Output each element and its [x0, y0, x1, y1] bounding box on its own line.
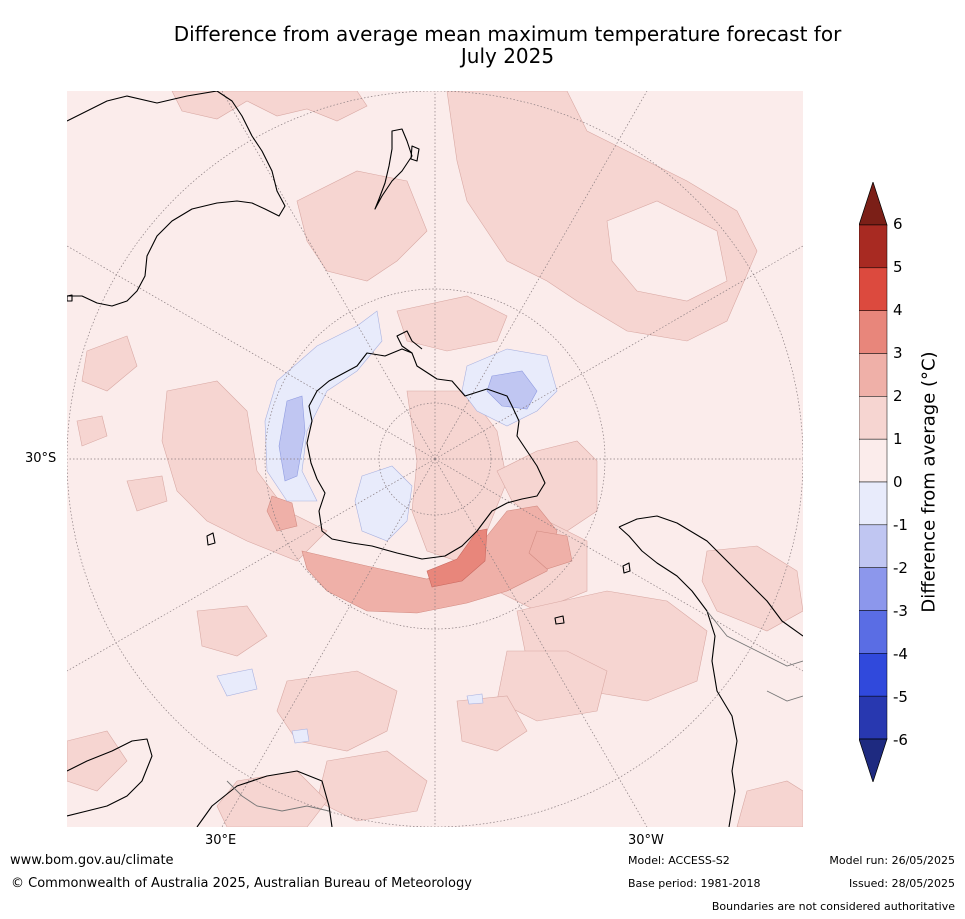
longitude-label-30w: 30°W — [628, 833, 664, 848]
footer-copyright: © Commonwealth of Australia 2025, Austra… — [11, 876, 472, 891]
colorbar-title: Difference from average (°C) — [918, 351, 940, 613]
longitude-graticule — [67, 91, 803, 827]
footer-model-run: Model run: 26/05/2025 — [829, 854, 955, 867]
colorbar-tick-2: 2 — [893, 387, 903, 405]
colorbar-bin — [859, 481, 888, 526]
anomaly-2-to-3-regions — [266, 495, 573, 614]
chart-title-line1: Difference from average mean maximum tem… — [173, 22, 842, 46]
colorbar-extend-low — [859, 738, 888, 782]
footer-model: Model: ACCESS-S2 — [628, 854, 730, 867]
colorbar-bin — [859, 438, 888, 483]
colorbar-tick-6: 6 — [893, 215, 903, 233]
new-zealand-coastline — [374, 128, 413, 210]
footer-issued: Issued: 28/05/2025 — [848, 877, 955, 890]
antarctica-coastline — [306, 348, 546, 560]
colorbar-bin — [859, 524, 888, 568]
colorbar-tick-minus2: -2 — [893, 559, 908, 577]
colorbar-tick-minus1: -1 — [893, 516, 908, 534]
south-america-coastline — [618, 515, 803, 827]
coastlines — [67, 91, 803, 827]
colorbar-bins — [859, 224, 888, 740]
colorbar-bin — [859, 695, 888, 740]
colorbar-tick-3: 3 — [893, 344, 903, 362]
anomaly-3-to-4-regions — [426, 528, 488, 588]
footer-base-period: Base period: 1981-2018 — [628, 877, 761, 890]
colorbar-tick-0: 0 — [893, 473, 903, 491]
colorbar-bin — [859, 567, 888, 611]
africa-coastline — [67, 738, 333, 827]
colorbar-extend-high — [859, 182, 888, 226]
colorbar-tick-4: 4 — [893, 301, 903, 319]
colorbar — [859, 182, 888, 782]
colorbar-tick-minus6: -6 — [893, 731, 908, 749]
colorbar-tick-minus5: -5 — [893, 688, 908, 706]
colorbar-tick-1: 1 — [893, 430, 903, 448]
colorbar-bin — [859, 310, 888, 354]
latitude-label-30s: 30°S — [25, 451, 57, 466]
colorbar-bin — [859, 267, 888, 311]
colorbar-bin — [859, 396, 888, 440]
polar-anomaly-map — [67, 91, 803, 827]
map-canvas — [67, 91, 803, 827]
longitude-label-30e: 30°E — [205, 833, 237, 848]
colorbar-tick-minus3: -3 — [893, 602, 908, 620]
chart-title-line2: July 2025 — [460, 44, 555, 68]
colorbar-bin — [859, 353, 888, 397]
country-borders — [226, 610, 803, 812]
colorbar-tick-minus4: -4 — [893, 645, 908, 663]
footer-disclaimer: Boundaries are not considered authoritat… — [711, 900, 955, 913]
australia-coastline — [67, 91, 286, 307]
colorbar-tick-5: 5 — [893, 258, 903, 276]
colorbar-bin — [859, 224, 888, 269]
colorbar-bin — [859, 653, 888, 697]
footer-website: www.bom.gov.au/climate — [10, 853, 174, 868]
colorbar-bin — [859, 610, 888, 654]
antarctic-peninsula-coastline — [396, 330, 423, 354]
anomaly-minus2-to-minus1-regions — [278, 370, 538, 482]
